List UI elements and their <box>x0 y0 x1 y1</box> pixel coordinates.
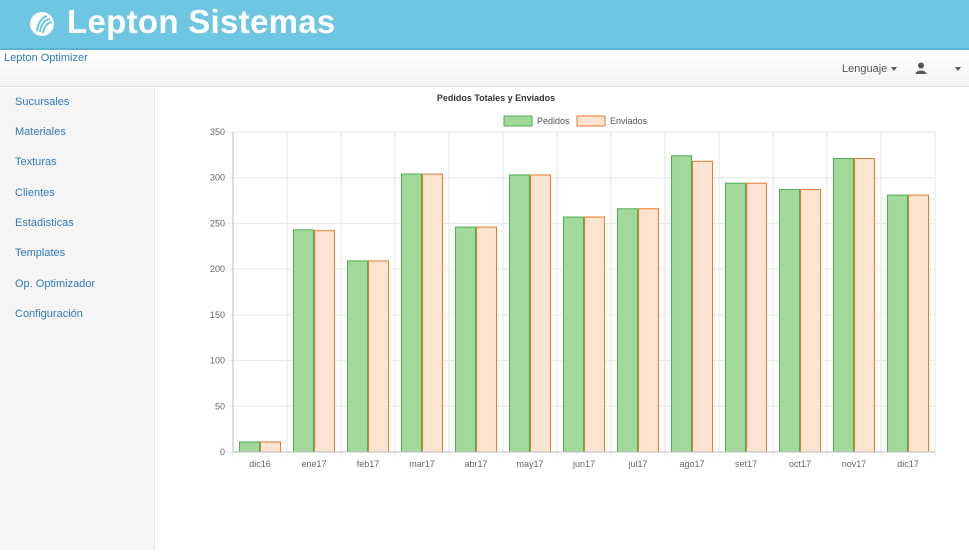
x-tick-label: may17 <box>516 459 543 469</box>
chart-area: Pedidos Totales y Enviados Pedidos Enviad… <box>156 88 969 550</box>
sidebar-item-estadisticas[interactable]: Estadisticas <box>15 217 74 229</box>
bar-enviados[interactable] <box>692 160 713 453</box>
chart-title: Pedidos Totales y Enviados <box>437 93 555 103</box>
x-tick-label: set17 <box>735 459 757 469</box>
chart-bars <box>239 155 929 453</box>
y-tick-label: 100 <box>210 356 225 366</box>
bar-enviados[interactable] <box>530 174 551 453</box>
sidebar-item-clientes[interactable]: Clientes <box>15 187 55 199</box>
user-icon[interactable] <box>915 62 927 74</box>
bar-enviados[interactable] <box>422 173 443 453</box>
x-tick-label: mar17 <box>409 459 435 469</box>
user-menu-chevron-icon[interactable] <box>955 67 961 71</box>
y-tick-label: 250 <box>210 218 225 228</box>
y-tick-label: 200 <box>210 264 225 274</box>
bar-pedidos[interactable] <box>509 174 530 453</box>
y-tick-label: 350 <box>210 127 225 137</box>
bar-pedidos[interactable] <box>617 208 638 453</box>
y-tick-label: 50 <box>215 401 225 411</box>
bar-pedidos[interactable] <box>563 216 584 453</box>
bar-enviados[interactable] <box>908 194 929 453</box>
x-tick-label: dic17 <box>897 459 919 469</box>
legend-label: Enviados <box>610 116 648 126</box>
bar-pedidos[interactable] <box>239 441 260 453</box>
bar-pedidos[interactable] <box>293 229 315 453</box>
bar-enviados[interactable] <box>638 208 659 453</box>
bar-pedidos[interactable] <box>347 260 369 453</box>
bar-enviados[interactable] <box>854 158 875 453</box>
sidebar-item-op-optimizador[interactable]: Op. Optimizador <box>15 278 96 290</box>
x-tick-label: oct17 <box>789 459 811 469</box>
top-navbar: Lepton Optimizer Lenguaje <box>0 51 969 87</box>
lepton-logo-icon <box>30 12 54 36</box>
bar-enviados[interactable] <box>476 226 497 453</box>
sidebar-item-sucursales[interactable]: Sucursales <box>15 96 70 108</box>
x-tick-label: feb17 <box>357 459 380 469</box>
bar-pedidos[interactable] <box>455 226 476 453</box>
x-tick-label: ago17 <box>679 459 704 469</box>
y-tick-label: 300 <box>210 173 225 183</box>
bar-enviados[interactable] <box>800 189 821 453</box>
y-tick-label: 150 <box>210 310 225 320</box>
legend-label: Pedidos <box>537 116 570 126</box>
x-tick-label: jul17 <box>627 459 647 469</box>
chart-axes: 0 50 100 150 200 250 300 350 dic16 ene17 feb17 mar1… <box>210 127 935 469</box>
x-tick-label: dic16 <box>249 459 271 469</box>
app-name-link[interactable]: Lepton Optimizer <box>4 52 88 64</box>
bar-enviados[interactable] <box>314 230 335 453</box>
header-banner: Lepton Sistemas <box>0 0 969 50</box>
y-tick-label: 0 <box>220 447 225 457</box>
x-tick-label: nov17 <box>842 459 867 469</box>
brand-title: Lepton Sistemas <box>67 3 336 40</box>
x-tick-label: jun17 <box>572 459 595 469</box>
legend-swatch-pedidos[interactable] <box>503 115 533 127</box>
bar-pedidos[interactable] <box>671 155 693 453</box>
sidebar-item-texturas[interactable]: Texturas <box>15 156 57 168</box>
bar-pedidos[interactable] <box>725 182 747 453</box>
bar-pedidos[interactable] <box>887 194 909 453</box>
bar-enviados[interactable] <box>260 441 281 453</box>
bar-enviados[interactable] <box>746 182 767 453</box>
bar-enviados[interactable] <box>368 260 389 453</box>
sidebar: Sucursales Materiales Texturas Clientes … <box>0 88 155 550</box>
bar-enviados[interactable] <box>584 216 605 453</box>
chart-legend: Pedidos Enviados <box>503 115 648 127</box>
bar-pedidos[interactable] <box>833 158 855 453</box>
bar-pedidos[interactable] <box>401 173 423 453</box>
bar-chart: Pedidos Totales y Enviados Pedidos Enviad… <box>210 93 936 469</box>
x-tick-label: abr17 <box>464 459 487 469</box>
sidebar-item-configuracion[interactable]: Configuración <box>15 308 83 320</box>
language-label: Lenguaje <box>842 63 888 75</box>
sidebar-item-templates[interactable]: Templates <box>15 247 66 259</box>
legend-swatch-enviados[interactable] <box>576 115 606 127</box>
sidebar-item-materiales[interactable]: Materiales <box>15 126 66 138</box>
bar-pedidos[interactable] <box>779 189 801 453</box>
x-tick-label: ene17 <box>301 459 326 469</box>
language-dropdown[interactable]: Lenguaje <box>842 63 898 75</box>
chevron-down-icon <box>891 67 898 72</box>
